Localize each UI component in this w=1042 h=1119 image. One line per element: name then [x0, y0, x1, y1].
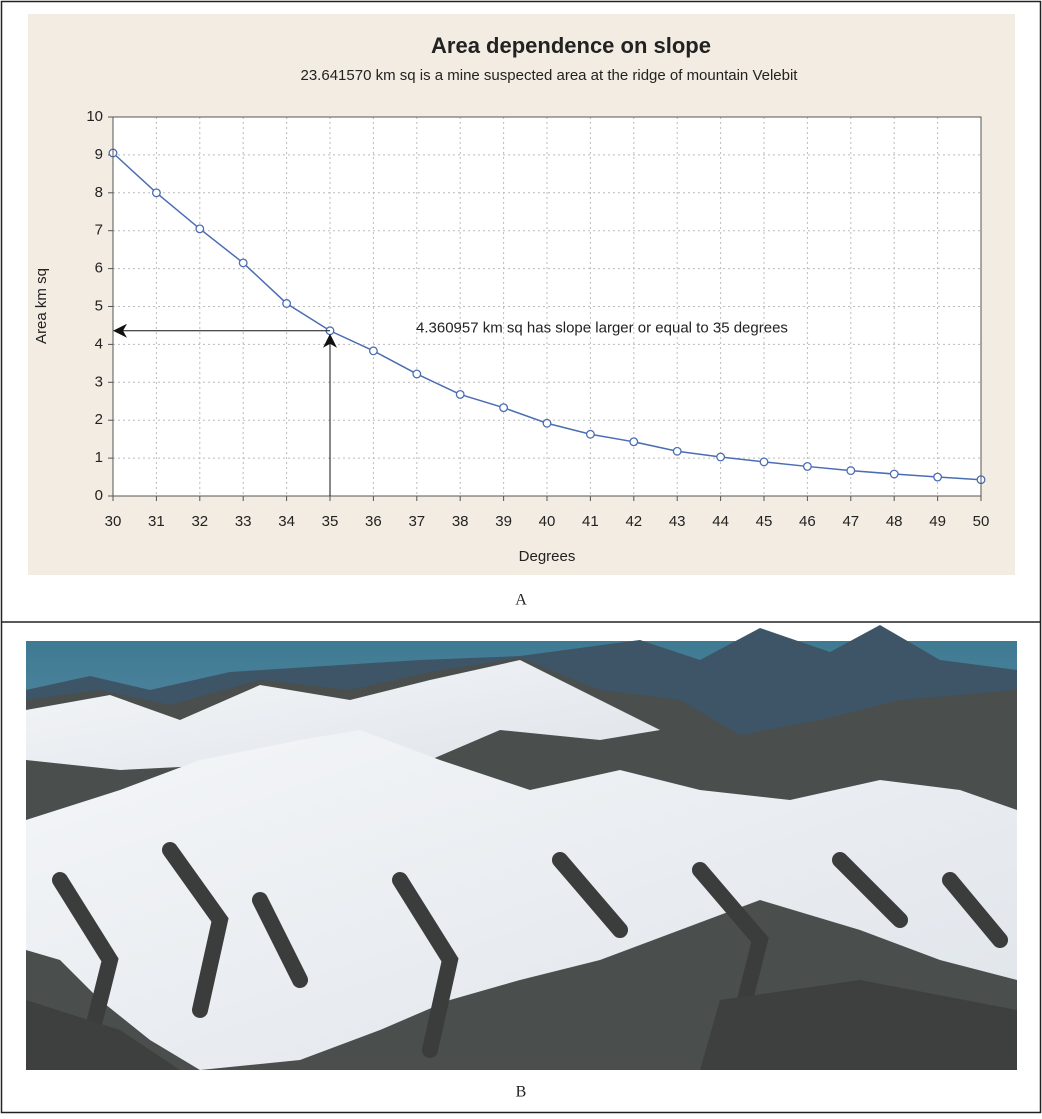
y-tick-label: 8 [95, 184, 103, 201]
x-tick-label: 33 [235, 513, 252, 530]
data-point [151, 188, 161, 198]
x-tick-label: 45 [756, 513, 773, 530]
data-point [585, 429, 595, 439]
data-point [412, 369, 422, 379]
data-point [846, 466, 856, 476]
y-tick-label: 7 [95, 222, 103, 239]
photo [26, 625, 1017, 1070]
data-point [238, 258, 248, 268]
data-point [629, 437, 639, 447]
x-tick-label: 41 [582, 513, 599, 530]
data-point [889, 469, 899, 479]
x-tick-label: 48 [886, 513, 903, 530]
x-tick-label: 35 [322, 513, 339, 530]
x-tick-label: 50 [973, 513, 990, 530]
data-point [802, 461, 812, 471]
x-tick-label: 44 [712, 513, 729, 530]
x-tick-label: 37 [408, 513, 425, 530]
y-tick-label: 3 [95, 373, 103, 390]
x-tick-label: 32 [191, 513, 208, 530]
y-tick-label: 2 [95, 411, 103, 428]
caption: A [515, 592, 527, 609]
plot-border [112, 116, 982, 497]
data-point [195, 224, 205, 234]
x-tick-label: 47 [842, 513, 859, 530]
x-tick-label: 42 [625, 513, 642, 530]
data-point [499, 403, 509, 413]
data-point [368, 346, 378, 356]
annotation: 4.360957 km sq has slope larger or equal… [416, 320, 788, 337]
data-point [672, 446, 682, 456]
x-tick-label: 31 [148, 513, 165, 530]
x-tick-label: 43 [669, 513, 686, 530]
x-tick-label: 49 [929, 513, 946, 530]
data-point [933, 472, 943, 482]
data-point [455, 389, 465, 399]
data-point [716, 452, 726, 462]
data-point [282, 299, 292, 308]
x-tick-label: 38 [452, 513, 469, 530]
x-tick-label: 34 [278, 513, 295, 530]
x-axis-label: Degrees [519, 548, 576, 565]
y-tick-label: 5 [95, 297, 103, 314]
caption: B [516, 1084, 527, 1101]
x-tick-label: 40 [539, 513, 556, 530]
data-point [542, 418, 552, 428]
y-tick-label: 10 [86, 108, 103, 125]
y-tick-label: 4 [95, 335, 103, 352]
data-point [759, 457, 769, 467]
x-tick-label: 36 [365, 513, 382, 530]
x-tick-label: 30 [105, 513, 122, 530]
x-tick-label: 39 [495, 513, 512, 530]
x-tick-label: 46 [799, 513, 816, 530]
y-tick-label: 6 [95, 260, 103, 277]
chart-title: Area dependence on slope [431, 33, 711, 58]
y-axis-label: Area km sq [33, 268, 50, 344]
y-tick-label: 0 [95, 487, 103, 504]
chart-subtitle: 23.641570 km sq is a mine suspected area… [301, 67, 799, 84]
y-tick-label: 1 [95, 449, 103, 466]
y-tick-label: 9 [95, 146, 103, 163]
